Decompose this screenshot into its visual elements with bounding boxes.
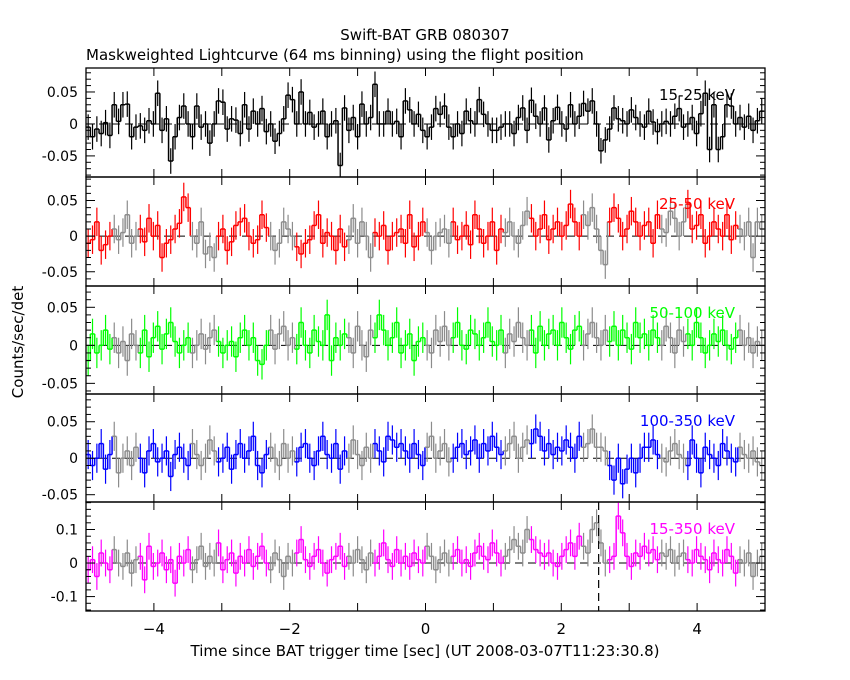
y-tick-label: 0.1 [56, 523, 78, 539]
y-tick-label: 0.05 [47, 415, 78, 431]
x-axis-label: Time since BAT trigger time [sec] (UT 20… [190, 642, 660, 660]
x-tick-label: −2 [279, 620, 301, 638]
x-tick-label: 4 [692, 620, 702, 638]
series-label: 50-100 keV [649, 304, 735, 322]
y-tick-label: -0.05 [42, 376, 78, 392]
y-tick-label: 0.05 [47, 194, 78, 210]
x-tick-label: −4 [143, 620, 165, 638]
panel-25-50-keV: 0.05 0 -0.05 25-50 keV [42, 176, 766, 287]
y-tick-label: 0 [69, 229, 78, 245]
y-tick-label: 0.05 [47, 85, 78, 101]
y-tick-label: -0.05 [42, 488, 78, 504]
x-tick-label: 0 [421, 620, 431, 638]
series-label: 15-350 keV [649, 520, 735, 538]
x-tick-label: 2 [557, 620, 567, 638]
panel-50-100-keV: 0.05 0 -0.05 50-100 keV [42, 285, 766, 395]
y-axis-label: Counts/sec/det [9, 286, 27, 399]
series-label: 15-25 keV [659, 86, 736, 104]
y-tick-label: -0.05 [42, 265, 78, 281]
chart-subtitle: Maskweighted Lightcurve (64 ms binning) … [86, 46, 584, 64]
y-tick-label: 0 [69, 117, 78, 133]
y-tick-label: 0 [69, 451, 78, 467]
y-tick-label: -0.1 [51, 590, 78, 606]
series-label: 100-350 keV [640, 412, 736, 430]
y-tick-label: 0 [69, 556, 78, 572]
y-tick-label: 0 [69, 338, 78, 354]
y-tick-label: 0.05 [47, 300, 78, 316]
panel-15-350-keV: 0.1 0 -0.1 15-350 keV [51, 501, 766, 612]
panel-100-350-keV: 0.05 0 -0.05 100-350 keV [42, 393, 766, 504]
y-tick-label: -0.05 [42, 149, 78, 165]
series-label: 25-50 keV [659, 195, 736, 213]
panel-15-25-keV: 0.05 0 -0.05 15-25 keV [42, 67, 766, 178]
chart-title: Swift-BAT GRB 080307 [340, 26, 509, 44]
